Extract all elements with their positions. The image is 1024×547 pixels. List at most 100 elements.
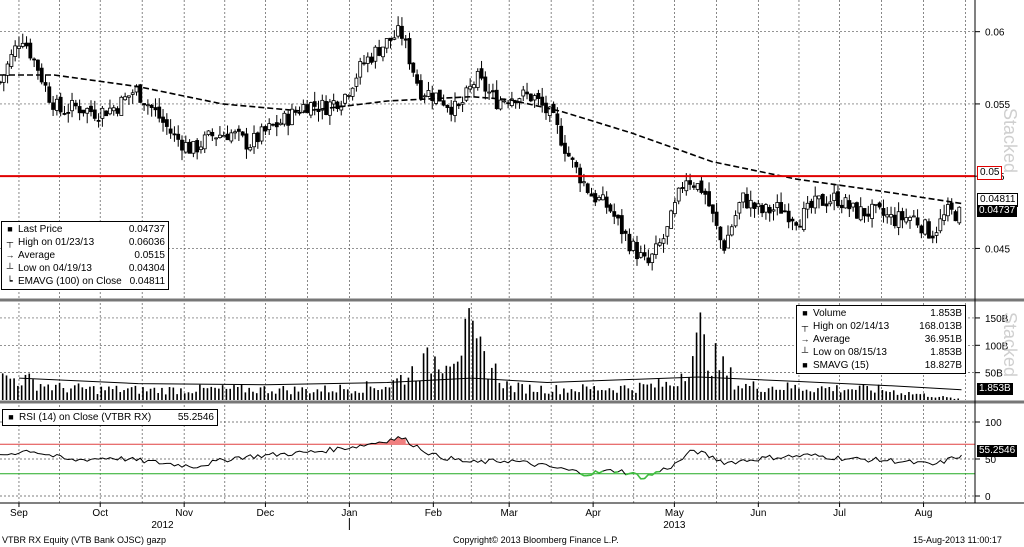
- candle-body: [934, 232, 939, 236]
- candle-body: [911, 215, 916, 218]
- candle-body: [521, 89, 526, 97]
- candle-body: [28, 42, 33, 59]
- volume-bar: [509, 385, 512, 400]
- candle-body: [665, 226, 670, 237]
- volume-bar: [547, 393, 550, 400]
- volume-bar: [331, 391, 334, 400]
- volume-bar: [172, 387, 175, 400]
- volume-bar: [589, 389, 592, 400]
- candle-body: [278, 122, 283, 126]
- candle-body: [456, 103, 461, 107]
- volume-bar: [73, 385, 76, 400]
- candle-body: [892, 214, 897, 227]
- volume-bar: [911, 394, 914, 400]
- volume-bar: [233, 385, 235, 400]
- volume-bar: [460, 355, 463, 400]
- volume-bar: [885, 391, 887, 400]
- rsi-oversold-segment: [651, 471, 657, 476]
- candle-body: [388, 37, 393, 41]
- volume-bar: [532, 391, 535, 400]
- volume-bar: [153, 387, 156, 400]
- volume-bar: [434, 356, 436, 400]
- candle-body: [540, 96, 545, 106]
- candle-body: [407, 38, 412, 65]
- volume-bar: [559, 394, 561, 400]
- candle-body: [877, 202, 882, 208]
- volume-bar: [240, 384, 243, 400]
- candle-body: [119, 96, 124, 116]
- volume-bar: [764, 392, 766, 400]
- volume-bar: [638, 382, 641, 400]
- candle-body: [157, 106, 162, 119]
- high-marker-icon: ┬: [801, 321, 809, 331]
- volume-bar: [388, 387, 391, 400]
- candle-body: [365, 56, 370, 64]
- candle-body: [96, 119, 101, 122]
- candle-body: [36, 59, 40, 71]
- volume-bar: [673, 386, 675, 400]
- volume-panel: [1, 308, 962, 400]
- candle-body: [263, 126, 268, 132]
- month-label: Jan: [341, 508, 357, 519]
- volume-bar: [809, 391, 812, 400]
- volume-bar: [502, 388, 505, 400]
- volume-bar: [745, 383, 747, 400]
- candle-body: [604, 196, 609, 208]
- volume-bar: [646, 384, 649, 400]
- volume-bar: [206, 388, 209, 400]
- volume-bar: [221, 385, 224, 400]
- legend-row-ema: ┕ EMAVG (100) on Close 0.04811: [5, 275, 165, 288]
- candle-body: [335, 101, 340, 110]
- volume-bar: [892, 390, 895, 400]
- volume-bar: [714, 343, 717, 400]
- legend-label: RSI (14) on Close (VTBR RX): [19, 412, 152, 423]
- candle-body: [623, 230, 628, 234]
- ema-line: [0, 74, 962, 205]
- price-y-tick-label: 0.045: [985, 244, 1010, 255]
- month-label: Apr: [585, 508, 601, 519]
- legend-row-volume: ■ Volume 1.853B: [800, 307, 962, 320]
- candle-body: [180, 139, 184, 151]
- volume-bar: [801, 390, 804, 400]
- volume-bar: [145, 391, 148, 400]
- legend-row-low: ┴ Low on 04/19/13 0.04304: [5, 262, 165, 275]
- candle-body: [506, 102, 510, 105]
- volume-bar: [839, 392, 842, 400]
- rsi-oversold-segment: [590, 470, 596, 476]
- volume-bar: [301, 387, 304, 400]
- volume-bar: [293, 386, 296, 400]
- candle-body: [547, 106, 552, 116]
- month-label: Mar: [501, 508, 519, 519]
- volume-bar: [631, 390, 633, 400]
- candle-body: [688, 180, 692, 185]
- candle-body: [525, 91, 529, 95]
- volume-bar: [39, 384, 42, 400]
- candle-body: [820, 194, 825, 206]
- rsi-oversold-segment: [629, 471, 634, 475]
- volume-bar: [566, 392, 569, 400]
- volume-bar: [236, 387, 239, 400]
- volume-bar: [593, 386, 596, 400]
- legend-value: 0.04811: [129, 276, 165, 287]
- volume-bar: [930, 397, 933, 400]
- candle-body: [343, 93, 347, 104]
- candle-body: [885, 214, 890, 218]
- volume-bar: [271, 391, 273, 400]
- candle-body: [657, 242, 662, 246]
- volume-bar: [358, 392, 360, 400]
- volume-bar: [635, 392, 637, 400]
- volume-bar: [81, 387, 84, 400]
- high-marker-icon: ┬: [6, 237, 14, 247]
- candle-body: [836, 191, 840, 207]
- low-marker-icon: ┴: [6, 263, 14, 273]
- candle-body: [411, 62, 416, 73]
- candle-body: [839, 204, 844, 209]
- candle-body: [369, 56, 374, 63]
- candle-body: [13, 45, 18, 57]
- candle-body: [320, 99, 325, 111]
- candle-body: [654, 243, 658, 256]
- candle-body: [832, 192, 837, 201]
- volume-bar: [517, 382, 520, 400]
- volume-bar: [794, 384, 796, 400]
- volume-bar: [582, 384, 584, 400]
